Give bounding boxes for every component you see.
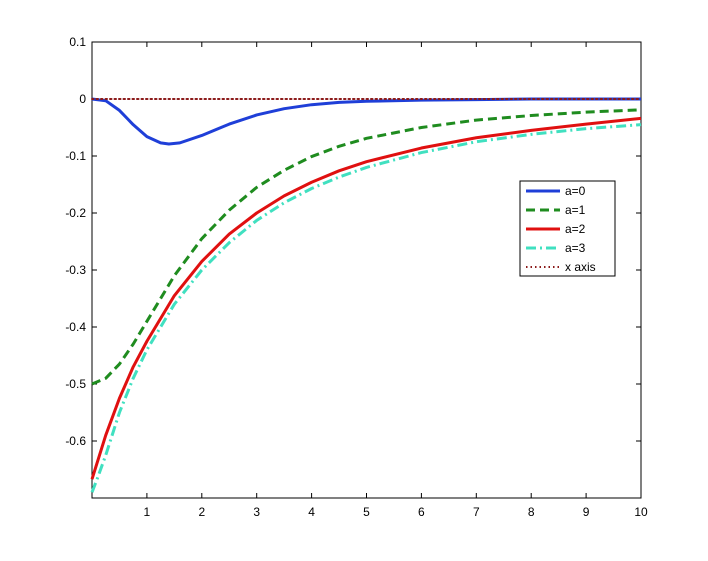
x-tick-label: 9 bbox=[583, 505, 590, 519]
legend: a=0 a=1 a=2 a=3 x axis bbox=[519, 180, 616, 277]
y-tick-label: 0.1 bbox=[69, 35, 86, 49]
series-layer bbox=[90, 97, 642, 493]
legend-label: a=3 bbox=[565, 241, 586, 255]
y-tick-label: -0.6 bbox=[65, 434, 86, 448]
x-tick-label: 4 bbox=[308, 505, 315, 519]
x-tick-label: 2 bbox=[198, 505, 205, 519]
legend-label: x axis bbox=[565, 260, 596, 274]
x-tick-label: 6 bbox=[418, 505, 425, 519]
series-line-4 bbox=[90, 123, 642, 493]
x-axis-ticks: 1 2 3 4 5 6 7 8 9 10 bbox=[144, 42, 648, 519]
legend-label: a=2 bbox=[565, 222, 586, 236]
y-tick-label: -0.1 bbox=[65, 149, 86, 163]
legend-label: a=1 bbox=[565, 203, 586, 217]
series-line-3 bbox=[90, 116, 642, 480]
y-tick-label: -0.3 bbox=[65, 263, 86, 277]
y-tick-label: -0.2 bbox=[65, 206, 86, 220]
x-tick-label: 7 bbox=[473, 505, 480, 519]
y-axis-ticks: -0.6 -0.5 -0.4 -0.3 -0.2 -0.1 0 0.1 bbox=[65, 35, 641, 448]
x-tick-label: 8 bbox=[528, 505, 535, 519]
x-tick-label: 10 bbox=[634, 505, 648, 519]
legend-label: a=0 bbox=[565, 184, 586, 198]
y-tick-label: 0 bbox=[79, 92, 86, 106]
y-tick-label: -0.5 bbox=[65, 377, 86, 391]
x-tick-label: 1 bbox=[144, 505, 151, 519]
y-tick-label: -0.4 bbox=[65, 320, 86, 334]
x-tick-label: 5 bbox=[363, 505, 370, 519]
x-tick-label: 3 bbox=[253, 505, 260, 519]
